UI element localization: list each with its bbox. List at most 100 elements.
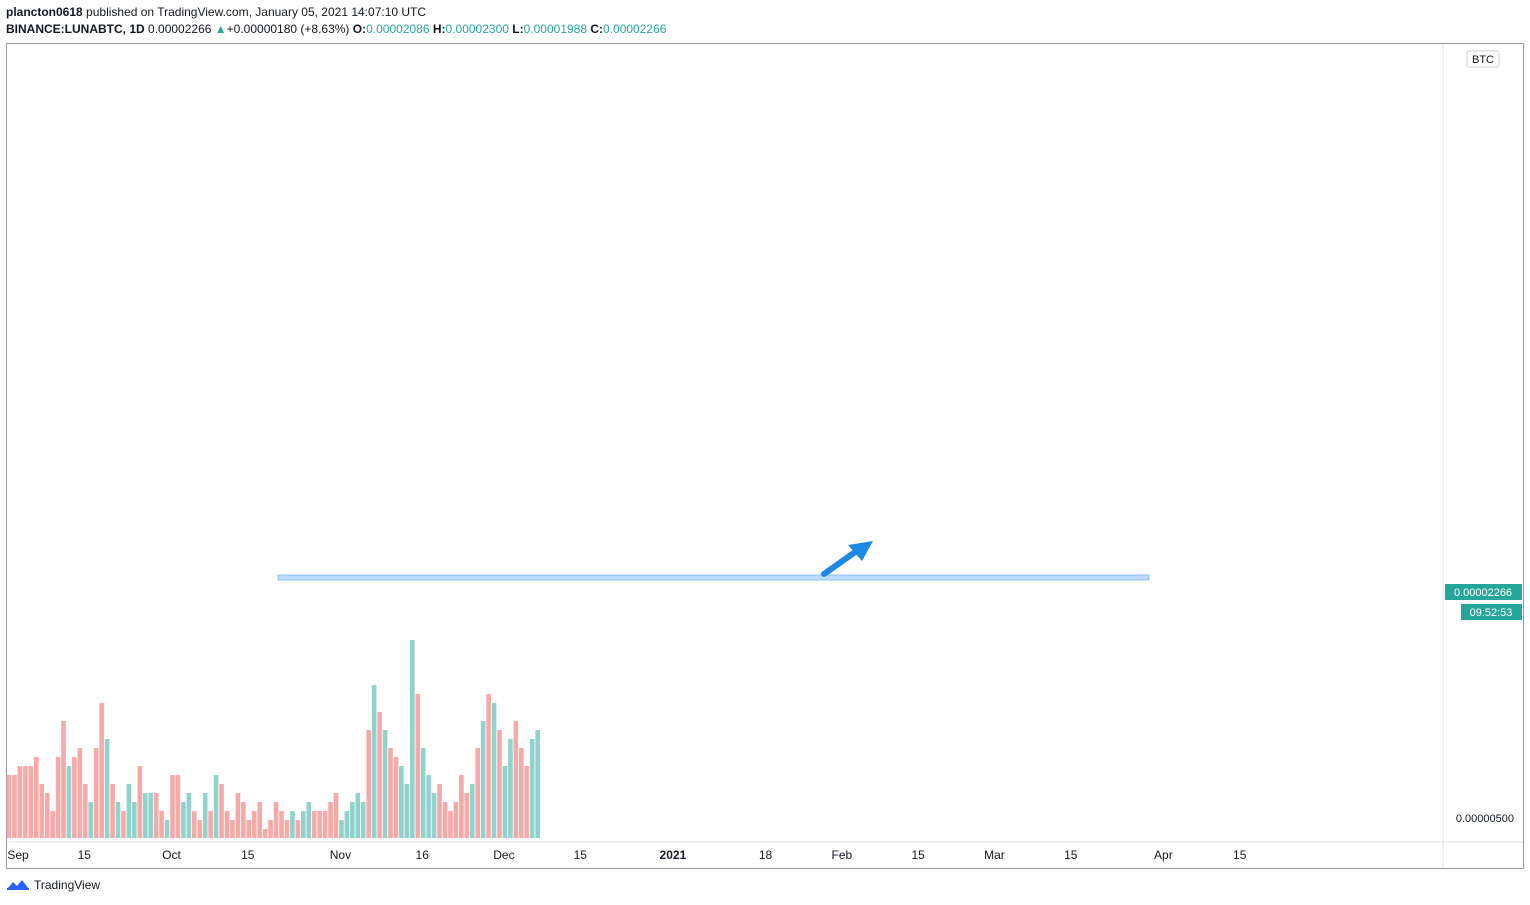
x-tick-label: 15 [78,848,92,862]
volume-bar [535,730,540,838]
last-price: 0.00002266 [148,22,212,36]
volume-bar [213,775,219,838]
volume-bar [480,721,486,838]
close-label: C: [590,22,604,36]
x-tick-label: Apr [1154,848,1173,862]
x-tick-label: 15 [574,848,588,862]
volume-bar [453,802,459,838]
volume-bar [186,793,192,838]
x-tick-label: 15 [1233,848,1247,862]
footer-brand-label: TradingView [34,878,101,892]
published-text: published on TradingView.com, January 05… [86,5,427,19]
volume-bar [28,766,34,838]
volume-bar [115,802,121,838]
chart-frame[interactable] [6,43,1524,869]
high-value: 0.00002300 [445,22,509,36]
up-triangle-icon: ▲ [214,22,227,36]
volume-bar [235,793,241,838]
volume-bar [366,730,371,838]
price-change: +0.00000180 (+8.63%) [226,22,350,36]
volume-bar [257,802,262,838]
x-tick-label: Oct [162,848,181,862]
volume-bar [66,766,72,838]
volume-bar [464,793,470,838]
volume-bar [23,766,28,838]
volume-bar [17,766,23,838]
volume-bar [230,820,235,838]
volume-bars [6,640,540,838]
volume-bar [469,784,475,838]
volume-bar [306,802,312,838]
footer-brand[interactable]: TradingView [6,878,100,892]
x-tick-label: 2021 [660,848,687,862]
volume-bar [497,730,502,838]
close-value: 0.00002266 [603,22,667,36]
volume-bar [164,820,170,838]
volume-bar [132,802,137,838]
x-tick-label: Sep [7,848,29,862]
volume-bar [360,802,366,838]
volume-bar [159,811,164,838]
volume-bar [410,640,415,838]
svg-text:BTC: BTC [1472,54,1494,66]
author-name[interactable]: plancton0618 [6,5,83,19]
open-label: O: [352,22,367,36]
volume-bar [44,793,50,838]
volume-bar [77,748,83,838]
volume-bar [12,775,17,838]
currency-badge: BTC [1466,50,1500,68]
x-tick-label: Mar [984,848,1005,862]
x-tick-label: Feb [832,848,853,862]
volume-bar [371,685,377,838]
volume-bar [350,802,355,838]
volume-bar [192,811,197,838]
x-tick-label: 15 [911,848,925,862]
volume-bar [328,802,333,838]
volume-bar [110,784,115,838]
volume-bar [388,748,393,838]
resistance-zone[interactable] [277,574,1150,581]
volume-bar [99,703,104,838]
volume-bar [181,802,186,838]
publish-line: plancton0618 published on TradingView.co… [6,5,426,19]
volume-bar [142,793,148,838]
x-tick-label: 15 [1064,848,1078,862]
arrow-up-icon[interactable] [821,541,873,577]
volume-bar [426,775,431,838]
volume-bar [72,757,77,838]
volume-bar [104,739,110,838]
volume-bar [251,811,257,838]
volume-bar [459,775,464,838]
volume-bar [415,694,421,838]
volume-bar [83,784,88,838]
volume-bar [121,811,126,838]
volume-bar [55,757,61,838]
volume-bar [290,811,295,838]
x-tick-label: 15 [241,848,255,862]
last-price-tag: 0.00002266 [1445,584,1522,600]
x-tick-label: 16 [416,848,430,862]
volume-bar [393,757,399,838]
low-label: L: [512,22,524,36]
volume-bar [268,820,273,838]
price-axis: 0.000065000.000060000.000055000.00005000… [1456,813,1514,825]
volume-bar [61,721,66,838]
symbol-label: BINANCE:LUNABTC, 1D [6,22,145,36]
volume-bar [519,748,524,838]
x-tick-label: 18 [759,848,773,862]
x-tick-label: Nov [330,848,351,862]
volume-bar [262,829,268,838]
volume-bar [279,811,284,838]
volume-bar [524,766,530,838]
volume-bar [88,802,94,838]
volume-bar [420,748,426,838]
svg-text:09:52:53: 09:52:53 [1470,607,1513,619]
volume-bar [317,811,322,838]
volume-bar [50,811,55,838]
volume-bar [246,820,252,838]
volume-bar [284,820,290,838]
volume-bar [241,802,246,838]
volume-bar [273,802,279,838]
volume-bar [502,766,508,838]
